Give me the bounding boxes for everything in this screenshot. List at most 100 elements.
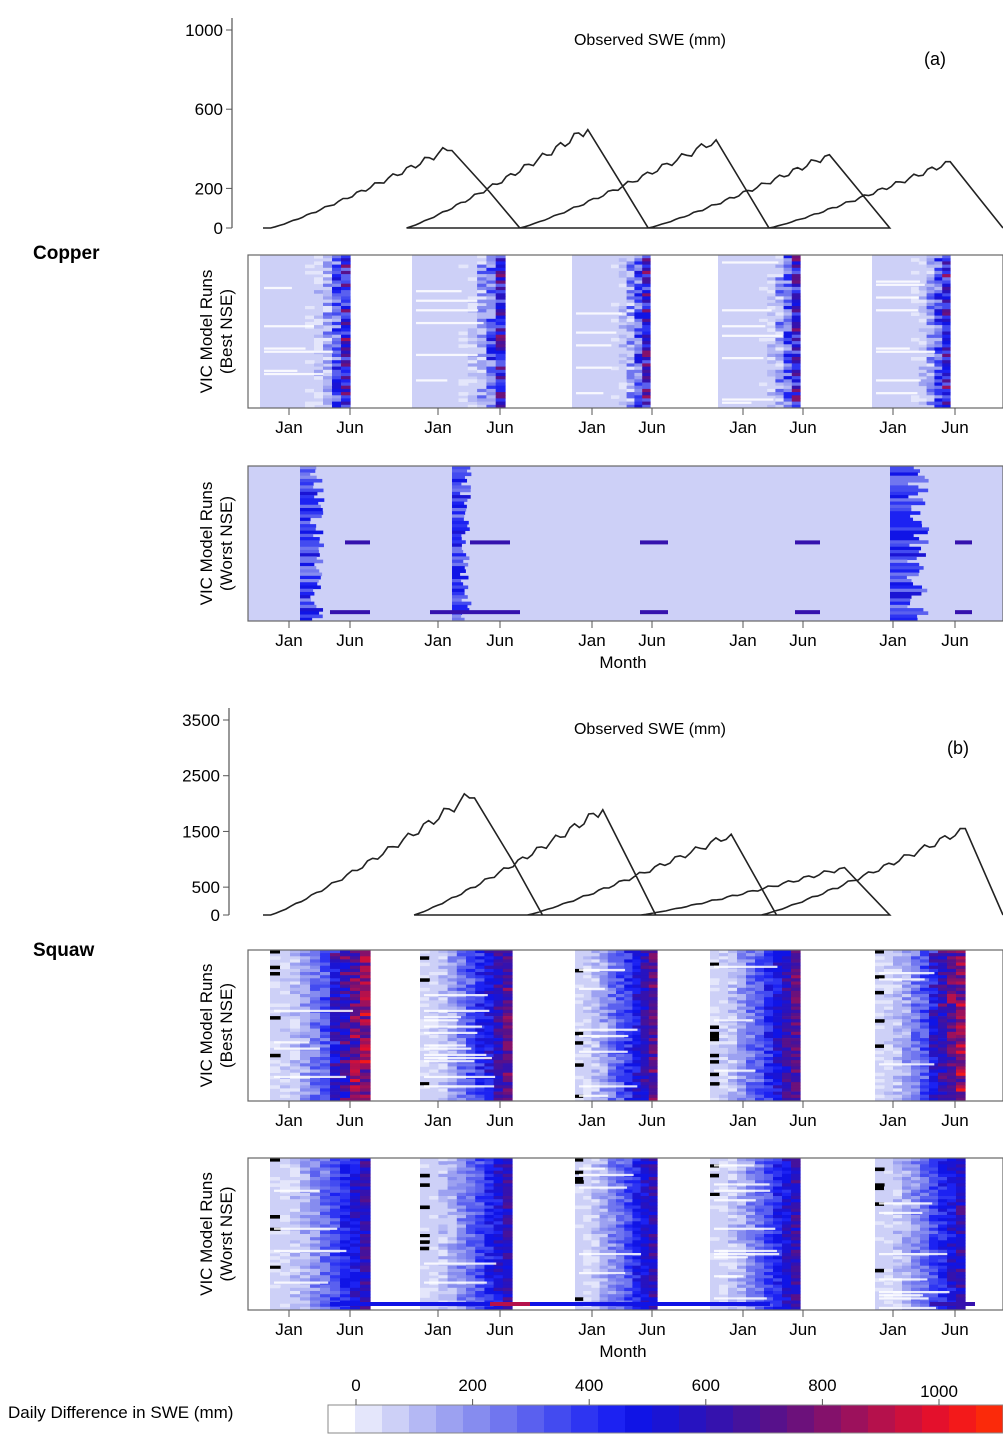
heat-cell xyxy=(438,959,449,963)
heat-cell xyxy=(719,1094,729,1099)
heat-cell xyxy=(495,315,506,320)
heat-cell xyxy=(607,1249,617,1254)
heat-cell xyxy=(280,987,291,992)
heat-cell xyxy=(607,1183,617,1187)
heat-cell xyxy=(640,1022,650,1026)
heat-cell xyxy=(791,1009,801,1014)
heat-cell xyxy=(791,306,801,310)
heat-cell xyxy=(775,353,785,358)
heat-cell xyxy=(350,959,361,963)
heat-cell xyxy=(493,962,504,967)
heat-cell xyxy=(956,1022,966,1026)
heat-cell xyxy=(791,318,801,323)
heat-cell xyxy=(782,1082,792,1086)
heat-cell xyxy=(773,1164,783,1168)
heat-cell xyxy=(934,379,943,383)
heat-cell xyxy=(719,1025,729,1029)
heat-cell xyxy=(350,1069,361,1073)
heat-cell xyxy=(310,1082,321,1086)
heat-cell xyxy=(640,1066,650,1070)
heat-cell xyxy=(607,1230,617,1235)
heat-cell xyxy=(782,1262,792,1267)
heat-cell xyxy=(640,1259,650,1263)
heat-cell xyxy=(502,1253,513,1257)
heat-cell xyxy=(300,1278,311,1282)
heat-cell xyxy=(420,1240,430,1244)
heat-cell xyxy=(475,1268,485,1273)
heat-cell xyxy=(728,994,738,998)
heat-cell xyxy=(360,1025,371,1029)
heat-cell xyxy=(300,575,321,580)
heat-cell xyxy=(475,1079,485,1083)
heat-cell xyxy=(447,978,458,982)
heat-cell xyxy=(438,1265,449,1270)
heat-cell xyxy=(310,1240,321,1244)
heat-cell xyxy=(270,1050,281,1055)
heat-cell xyxy=(607,1177,617,1181)
heat-cell xyxy=(782,981,792,985)
heat-cell xyxy=(746,1047,756,1051)
heat-cell xyxy=(502,994,513,998)
heat-cell xyxy=(456,1237,467,1241)
heat-cell xyxy=(728,1208,738,1213)
heat-cell xyxy=(773,984,783,989)
heat-cell xyxy=(477,398,487,402)
heat-cell xyxy=(624,1060,633,1064)
heat-cell xyxy=(502,1275,513,1279)
heat-cell xyxy=(902,975,912,979)
heat-cell xyxy=(438,1218,449,1222)
heat-cell xyxy=(599,1192,609,1197)
heat-cell xyxy=(607,1170,617,1175)
heat-cell xyxy=(782,1075,792,1080)
heat-cell xyxy=(942,376,951,380)
y-tick-label: 500 xyxy=(192,878,220,897)
heat-cell xyxy=(875,990,885,995)
heat-cell xyxy=(942,388,951,393)
heat-cell xyxy=(728,1262,738,1267)
heat-cell xyxy=(599,1041,609,1045)
heat-cell xyxy=(429,1022,439,1026)
heat-cell xyxy=(456,1249,467,1254)
heat-cell xyxy=(956,1075,966,1080)
heat-cell xyxy=(782,1205,792,1210)
heat-cell xyxy=(452,595,468,599)
heat-cell xyxy=(280,1303,291,1308)
heat-cell xyxy=(350,1009,361,1014)
heat-cell xyxy=(893,1091,903,1096)
heat-cell xyxy=(350,962,361,967)
heat-cell xyxy=(947,1097,957,1102)
heat-cell xyxy=(270,950,281,954)
heat-cell xyxy=(607,1284,617,1289)
heat-cell xyxy=(773,1221,783,1225)
heat-cell xyxy=(642,321,651,326)
heat-cell xyxy=(502,1211,513,1216)
heat-cell xyxy=(737,1088,747,1092)
heat-cell xyxy=(782,1268,792,1273)
heat-cell xyxy=(452,604,468,609)
heat-cell xyxy=(341,398,351,402)
heat-cell xyxy=(456,968,467,973)
heat-cell xyxy=(956,968,966,973)
heat-cell xyxy=(783,270,793,275)
heat-cell xyxy=(447,1227,458,1232)
heat-cell xyxy=(495,347,506,351)
heat-cell xyxy=(484,1091,495,1096)
heat-cell xyxy=(632,1281,642,1286)
heat-cell xyxy=(502,1000,513,1004)
heat-cell xyxy=(591,1234,601,1238)
heat-cell xyxy=(624,1183,633,1187)
heat-cell xyxy=(642,318,651,323)
heat-cell xyxy=(956,1016,966,1020)
heat-cell xyxy=(330,1215,341,1219)
heat-cell xyxy=(484,1173,495,1178)
heat-cell xyxy=(466,1186,476,1191)
heat-gap xyxy=(579,1050,628,1053)
heat-cell xyxy=(942,350,951,355)
heat-cell xyxy=(484,1281,495,1286)
heat-cell xyxy=(340,1170,351,1175)
heat-cell xyxy=(583,1066,592,1070)
heat-cell xyxy=(640,994,650,998)
heat-cell xyxy=(929,984,939,989)
heat-cell xyxy=(477,293,487,297)
heat-cell xyxy=(746,981,756,985)
